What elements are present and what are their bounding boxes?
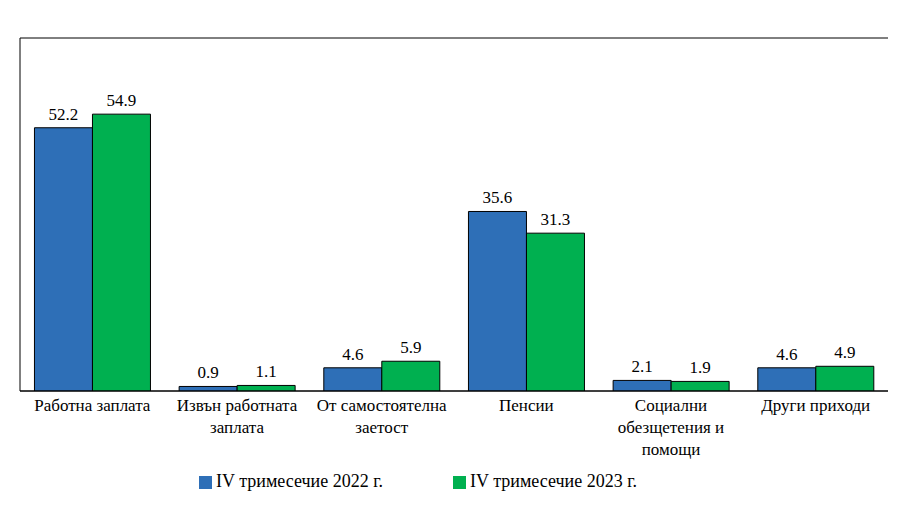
svg-text:4.9: 4.9 — [834, 343, 855, 362]
svg-text:1.9: 1.9 — [690, 358, 711, 377]
svg-text:Работна заплата: Работна заплата — [34, 396, 151, 415]
svg-text:54.9: 54.9 — [107, 91, 137, 110]
svg-text:5.9: 5.9 — [400, 338, 421, 357]
svg-text:1.1: 1.1 — [256, 362, 277, 381]
svg-text:От самостоятелна: От самостоятелна — [317, 396, 447, 415]
svg-text:52.2: 52.2 — [49, 105, 79, 124]
svg-text:35.6: 35.6 — [483, 188, 513, 207]
svg-text:31.3: 31.3 — [541, 210, 571, 229]
svg-text:помощи: помощи — [642, 440, 701, 459]
svg-text:4.6: 4.6 — [776, 345, 797, 364]
svg-text:заетост: заетост — [355, 418, 408, 437]
svg-text:2.1: 2.1 — [632, 357, 653, 376]
svg-text:0.9: 0.9 — [198, 363, 219, 382]
svg-text:4.6: 4.6 — [342, 345, 363, 364]
svg-text:заплата: заплата — [210, 418, 264, 437]
svg-text:Социални: Социални — [635, 396, 707, 415]
html-text:IV тримесечие 2022 г.: IV тримесечие 2022 г. — [216, 471, 383, 491]
svg-text:Пенсии: Пенсии — [499, 396, 554, 415]
svg-text:обезщетения и: обезщетения и — [618, 418, 724, 437]
svg-text:Извън работната: Извън работната — [177, 396, 298, 415]
html-text:IV тримесечие 2023 г.: IV тримесечие 2023 г. — [470, 471, 637, 491]
svg-text:Други приходи: Други приходи — [761, 396, 870, 415]
